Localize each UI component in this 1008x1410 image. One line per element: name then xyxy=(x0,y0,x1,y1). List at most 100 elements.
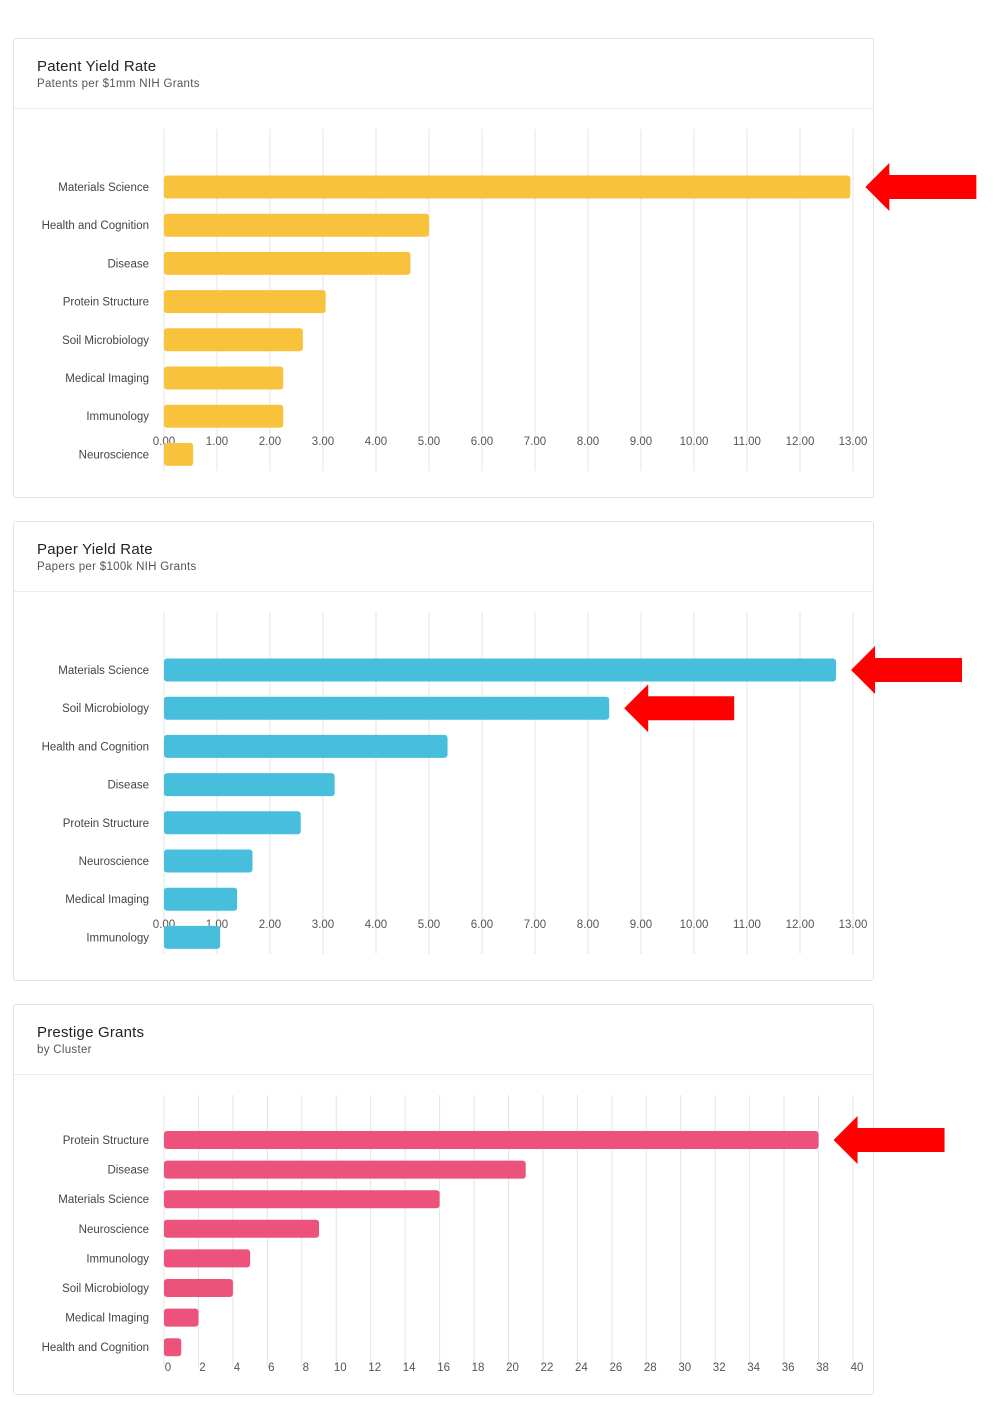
bar[interactable] xyxy=(164,658,837,682)
bar[interactable] xyxy=(164,1279,233,1297)
bar[interactable] xyxy=(164,290,326,314)
card-header: Prestige Grants by Cluster xyxy=(14,1005,873,1075)
bar[interactable] xyxy=(164,1190,440,1209)
card-header: Patent Yield Rate Patents per $1mm NIH G… xyxy=(14,39,873,109)
bar[interactable] xyxy=(164,442,194,466)
bar[interactable] xyxy=(164,1131,819,1149)
bar[interactable] xyxy=(164,1308,199,1327)
x-tick-label: 40 xyxy=(851,1362,864,1374)
bar[interactable] xyxy=(164,811,301,835)
category-label: Protein Structure xyxy=(63,1135,149,1147)
x-tick-label: 7.00 xyxy=(524,919,546,931)
x-tick-label: 14 xyxy=(403,1362,416,1374)
paper-yield-card: Paper Yield Rate Papers per $100k NIH Gr… xyxy=(13,521,874,981)
bar[interactable] xyxy=(164,696,610,720)
bar[interactable] xyxy=(164,1249,251,1268)
bar[interactable] xyxy=(164,734,448,758)
x-tick-label: 9.00 xyxy=(630,436,652,448)
category-label: Health and Cognition xyxy=(42,220,149,232)
category-label: Neuroscience xyxy=(79,449,149,461)
x-tick-label: 3.00 xyxy=(312,436,334,448)
category-label: Materials Science xyxy=(58,182,149,194)
category-label: Disease xyxy=(107,258,149,270)
chart-title: Patent Yield Rate xyxy=(37,58,157,75)
x-tick-label: 11.00 xyxy=(733,919,761,931)
bar[interactable] xyxy=(164,925,221,949)
x-tick-label: 18 xyxy=(472,1362,485,1374)
x-tick-label: 3.00 xyxy=(312,919,334,931)
chart-title: Prestige Grants xyxy=(37,1024,145,1041)
x-tick-label: 36 xyxy=(782,1362,795,1374)
bar[interactable] xyxy=(164,366,284,390)
bar[interactable] xyxy=(164,404,284,428)
chart-subtitle: Patents per $1mm NIH Grants xyxy=(37,78,200,90)
chart-title: Paper Yield Rate xyxy=(37,541,153,558)
x-tick-label: 5.00 xyxy=(418,919,440,931)
x-tick-label: 10.00 xyxy=(680,919,709,931)
x-tick-label: 8.00 xyxy=(577,919,599,931)
x-tick-label: 6 xyxy=(268,1362,274,1374)
bar[interactable] xyxy=(164,1219,320,1238)
prestige-grants-card: Prestige Grants by Cluster 0 2 4 6 8 10 12 14 16… xyxy=(13,1004,874,1395)
category-label: Medical Imaging xyxy=(65,894,149,906)
x-tick-label: 7.00 xyxy=(524,436,546,448)
x-tick-label: 38 xyxy=(816,1362,829,1374)
x-tick-label: 8.00 xyxy=(577,436,599,448)
bar[interactable] xyxy=(164,175,851,199)
chart-subtitle: Papers per $100k NIH Grants xyxy=(37,561,197,573)
x-tick-label: 5.00 xyxy=(418,436,440,448)
bar[interactable] xyxy=(164,849,253,873)
x-tick-label: 4 xyxy=(234,1362,241,1374)
x-tick-label: 22 xyxy=(541,1362,554,1374)
category-label: Materials Science xyxy=(58,1194,149,1206)
x-tick-label: 30 xyxy=(678,1362,691,1374)
category-label: Neuroscience xyxy=(79,1224,149,1236)
x-tick-label: 12.00 xyxy=(786,919,815,931)
category-label: Disease xyxy=(107,1165,149,1177)
x-tick-label: 10 xyxy=(334,1362,347,1374)
x-tick-label: 16 xyxy=(437,1362,450,1374)
x-tick-label: 6.00 xyxy=(471,919,493,931)
category-label: Immunology xyxy=(86,411,149,423)
x-tick-label: 11.00 xyxy=(733,436,761,448)
x-tick-label: 28 xyxy=(644,1362,657,1374)
x-tick-label: 4.00 xyxy=(365,919,387,931)
x-tick-label: 2.00 xyxy=(259,919,281,931)
x-tick-label: 2.00 xyxy=(259,436,281,448)
category-label: Disease xyxy=(107,780,149,792)
bar[interactable] xyxy=(164,887,238,911)
x-tick-label: 1.00 xyxy=(206,436,228,448)
x-tick-label: 0 xyxy=(165,1362,171,1374)
x-tick-label: 26 xyxy=(609,1362,622,1374)
bar[interactable] xyxy=(164,1160,526,1179)
category-label: Medical Imaging xyxy=(65,1313,149,1325)
x-tick-label: 32 xyxy=(713,1362,726,1374)
category-label: Protein Structure xyxy=(63,297,149,309)
category-label: Soil Microbiology xyxy=(62,335,149,347)
patent-yield-chart: 0.00 1.00 2.00 3.00 4.00 5.00 6.00 7.00 8.00 9.00… xyxy=(42,129,868,471)
category-label: Soil Microbiology xyxy=(62,1283,149,1295)
x-tick-label: 34 xyxy=(747,1362,760,1374)
category-label: Immunology xyxy=(86,1253,149,1265)
prestige-grants-chart: 0 2 4 6 8 10 12 14 16 18 20 22 24 26 28 30 32 34 36 38 40Pro… xyxy=(42,1095,864,1374)
category-label: Materials Science xyxy=(58,665,149,677)
paper-yield-chart: 0.00 1.00 2.00 3.00 4.00 5.00 6.00 7.00 8.00 9.00… xyxy=(42,612,868,954)
x-tick-label: 4.00 xyxy=(365,436,387,448)
x-tick-label: 12 xyxy=(368,1362,381,1374)
x-tick-label: 13.00 xyxy=(839,436,868,448)
category-label: Health and Cognition xyxy=(42,741,149,753)
category-label: Medical Imaging xyxy=(65,373,149,385)
category-label: Neuroscience xyxy=(79,856,149,868)
x-tick-label: 13.00 xyxy=(839,919,868,931)
bar[interactable] xyxy=(164,328,303,352)
category-label: Health and Cognition xyxy=(42,1342,149,1354)
card-header: Paper Yield Rate Papers per $100k NIH Gr… xyxy=(14,522,873,592)
category-label: Protein Structure xyxy=(63,818,149,830)
bar[interactable] xyxy=(164,213,429,237)
bar[interactable] xyxy=(164,773,335,797)
bar[interactable] xyxy=(164,1338,182,1357)
patent-yield-card: Patent Yield Rate Patents per $1mm NIH G… xyxy=(13,38,874,498)
x-tick-label: 6.00 xyxy=(471,436,493,448)
bar[interactable] xyxy=(164,251,411,275)
x-tick-label: 12.00 xyxy=(786,436,815,448)
